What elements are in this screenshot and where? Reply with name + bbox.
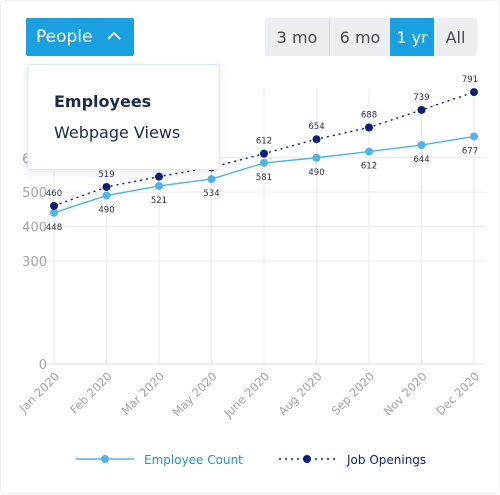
job-openings-label: 688 <box>361 111 377 121</box>
legend-job-openings[interactable]: Job Openings <box>279 453 426 467</box>
range-selector: 3 mo 6 mo 1 yr All <box>265 18 477 56</box>
people-dropdown-label: People <box>36 27 93 47</box>
job-openings-point[interactable] <box>365 123 373 132</box>
people-dropdown-menu: Employees Webpage Views <box>27 64 220 170</box>
y-axis-ticks: 0300400500600 <box>22 152 47 373</box>
job-openings-point[interactable] <box>417 105 426 114</box>
menu-item-employees[interactable]: Employees <box>54 92 152 111</box>
job-openings-label: 612 <box>256 137 272 147</box>
x-tick-label: Feb 2020 <box>67 369 115 417</box>
legend-employee-marker <box>101 455 109 463</box>
x-axis-ticks: Jan 2020 Feb 2020 Mar 2020 May 2020 June 202… <box>16 369 482 421</box>
employee-count-label: 490 <box>98 206 114 216</box>
employee-count-label: 490 <box>308 168 324 178</box>
employee-count-point[interactable] <box>155 181 163 190</box>
job-openings-point[interactable] <box>470 88 478 97</box>
employee-count-label: 644 <box>413 155 429 165</box>
employee-count-label: 448 <box>46 223 62 233</box>
x-tick-label: June 2020 <box>221 369 273 421</box>
x-tick-label: Mar 2020 <box>119 369 168 418</box>
job-openings-point[interactable] <box>50 201 58 210</box>
y-tick-label: 0 <box>39 358 47 373</box>
employee-count-label: 581 <box>256 173 272 183</box>
chevron-up-icon <box>107 31 121 40</box>
y-tick-label: 500 <box>22 186 47 201</box>
range-all-button[interactable]: All <box>434 18 477 56</box>
people-dropdown-button[interactable]: People <box>26 18 134 56</box>
employee-count-point[interactable] <box>365 147 373 156</box>
job-openings-label: 654 <box>308 122 324 132</box>
job-openings-label: 460 <box>46 189 62 199</box>
range-6mo-button[interactable]: 6 mo <box>330 18 390 56</box>
employee-count-point[interactable] <box>207 175 216 184</box>
range-3mo-button[interactable]: 3 mo <box>265 18 329 56</box>
y-tick-label: 400 <box>22 221 47 236</box>
legend-job-marker <box>303 455 311 463</box>
job-openings-label: 519 <box>98 170 114 180</box>
x-tick-label: Sep 2020 <box>329 369 378 418</box>
range-separator <box>329 18 330 56</box>
job-openings-point[interactable] <box>260 149 268 158</box>
menu-item-webpage-views[interactable]: Webpage Views <box>54 123 181 142</box>
employee-count-point[interactable] <box>312 153 321 162</box>
range-1yr-button[interactable]: 1 yr <box>390 18 434 56</box>
y-tick-label: 300 <box>22 255 47 270</box>
x-tick-label: Aug 2020 <box>276 369 325 418</box>
employee-count-point[interactable] <box>417 141 426 150</box>
employee-count-point[interactable] <box>50 208 58 217</box>
legend-job-label: Job Openings <box>346 453 426 467</box>
employee-count-point[interactable] <box>470 132 478 141</box>
job-openings-point[interactable] <box>312 135 321 144</box>
x-tick-label: Nov 2020 <box>381 369 430 418</box>
x-tick-label: May 2020 <box>170 369 220 419</box>
job-openings-point[interactable] <box>102 182 111 191</box>
legend-employee-label: Employee Count <box>144 453 243 467</box>
legend: Employee Count Job Openings <box>76 453 426 467</box>
employee-count-point[interactable] <box>260 158 268 167</box>
employee-count-label: 677 <box>462 146 478 156</box>
employee-count-point[interactable] <box>102 191 111 200</box>
job-openings-label: 739 <box>413 93 429 103</box>
x-tick-label: Dec 2020 <box>433 369 482 418</box>
legend-employee-count[interactable]: Employee Count <box>76 453 243 467</box>
employee-count-label: 521 <box>151 196 167 206</box>
job-openings-point[interactable] <box>155 172 163 181</box>
x-tick-label: Jan 2020 <box>16 369 62 415</box>
employee-count-label: 612 <box>361 162 377 172</box>
employee-count-label: 534 <box>203 189 219 199</box>
job-openings-label: 791 <box>462 75 478 85</box>
